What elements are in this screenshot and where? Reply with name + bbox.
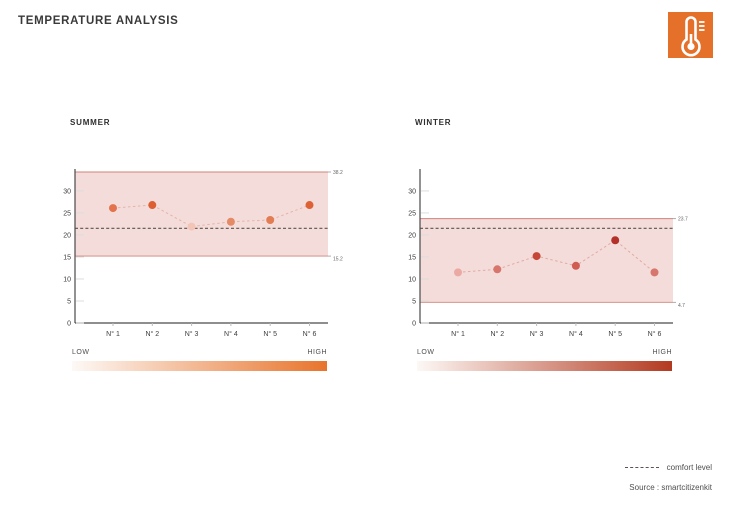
svg-text:N° 5: N° 5 — [263, 330, 277, 338]
comfort-level-dash-icon — [624, 467, 659, 468]
svg-text:N° 2: N° 2 — [145, 330, 159, 338]
gradient-high-label: HIGH — [307, 349, 327, 356]
winter-gradient-scale: LOW HIGH — [417, 349, 672, 371]
source-label: Source : smartcitizenkit — [629, 483, 712, 492]
svg-text:15: 15 — [408, 254, 416, 261]
svg-text:30: 30 — [63, 188, 71, 195]
svg-text:5: 5 — [412, 298, 416, 305]
thermometer-glyph — [681, 16, 705, 57]
svg-text:N° 4: N° 4 — [569, 330, 583, 338]
svg-text:N° 2: N° 2 — [490, 330, 504, 338]
gradient-low-label: LOW — [72, 349, 90, 356]
svg-text:20: 20 — [408, 232, 416, 239]
svg-text:23.7: 23.7 — [678, 217, 688, 223]
svg-text:15.2: 15.2 — [333, 257, 343, 263]
svg-text:20: 20 — [63, 232, 71, 239]
legend: comfort level Source : smartcitizenkit — [624, 463, 712, 492]
svg-text:0: 0 — [412, 321, 416, 328]
page-title: TEMPERATURE ANALYSIS — [18, 15, 179, 27]
svg-text:5: 5 — [67, 298, 71, 305]
svg-text:0: 0 — [67, 321, 71, 328]
summer-gradient-scale: LOW HIGH — [72, 349, 327, 371]
chart-title-winter: WINTER — [415, 118, 452, 127]
summer-chart-section: SUMMER 38.2 15.2 0 5 10 15 20 25 30 N° 1 N° 2 N° 3 N… — [60, 118, 370, 393]
winter-chart-section: WINTER 23.7 4.7 0 5 10 15 20 25 30 N° 1 N° 2 N° 3 N°… — [405, 118, 715, 393]
svg-text:15: 15 — [63, 254, 71, 261]
winter-temperature-plot: 23.7 4.7 0 5 10 15 20 25 30 N° 1 N° 2 N° 3 N° 4 N° 5 N… — [408, 169, 688, 338]
summer-temperature-plot: 38.2 15.2 0 5 10 15 20 25 30 N° 1 N° 2 N° 3 N° 4 N° 5… — [63, 169, 343, 338]
svg-text:30: 30 — [408, 188, 416, 195]
svg-text:N° 3: N° 3 — [185, 330, 199, 338]
comfort-level-label: comfort level — [666, 463, 712, 472]
svg-text:N° 5: N° 5 — [608, 330, 622, 338]
svg-text:N° 6: N° 6 — [303, 330, 317, 338]
svg-text:4.7: 4.7 — [678, 303, 685, 309]
gradient-low-label: LOW — [417, 349, 435, 356]
svg-text:N° 1: N° 1 — [451, 330, 465, 338]
svg-text:25: 25 — [63, 210, 71, 217]
svg-text:N° 1: N° 1 — [106, 330, 120, 338]
chart-title-summer: SUMMER — [70, 118, 111, 127]
svg-text:N° 3: N° 3 — [530, 330, 544, 338]
svg-text:10: 10 — [63, 276, 71, 283]
svg-text:10: 10 — [408, 276, 416, 283]
summer-gradient-bar — [72, 361, 327, 371]
gradient-high-label: HIGH — [652, 349, 672, 356]
svg-text:N° 6: N° 6 — [648, 330, 662, 338]
svg-text:25: 25 — [408, 210, 416, 217]
svg-text:38.2: 38.2 — [333, 170, 343, 176]
thermometer-icon — [668, 12, 713, 58]
winter-gradient-bar — [417, 361, 672, 371]
svg-text:N° 4: N° 4 — [224, 330, 238, 338]
